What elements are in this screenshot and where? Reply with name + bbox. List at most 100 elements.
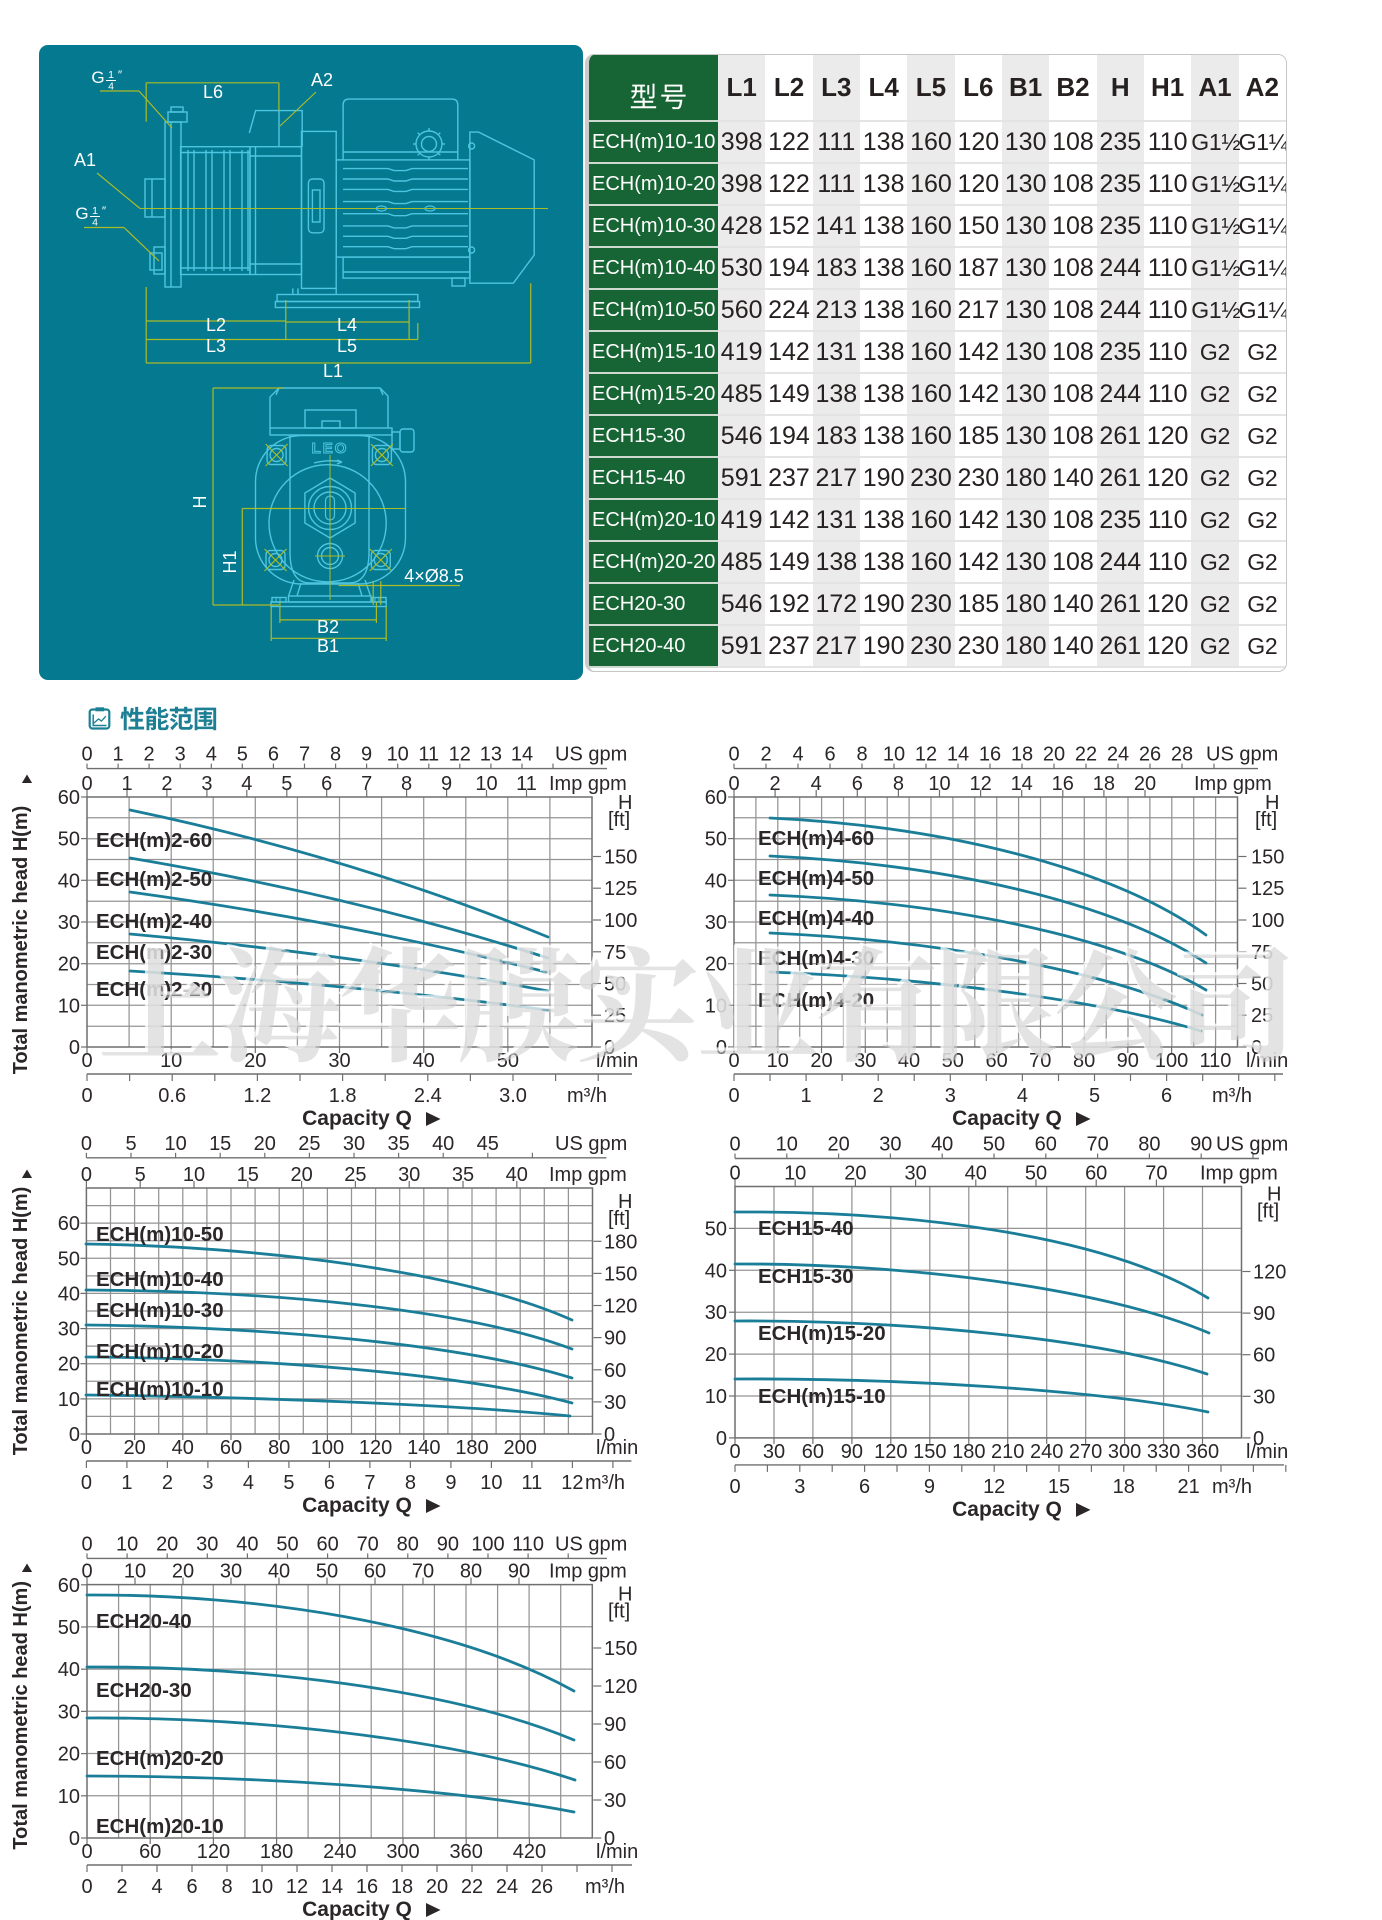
svg-text:US gpm: US gpm — [555, 1533, 627, 1555]
svg-text:A1: A1 — [74, 150, 96, 170]
svg-text:0: 0 — [728, 1085, 739, 1107]
svg-text:Imp gpm: Imp gpm — [549, 1164, 627, 1186]
svg-text:100: 100 — [1155, 1050, 1188, 1072]
svg-text:24: 24 — [1107, 744, 1129, 766]
svg-text:l/min: l/min — [596, 1437, 638, 1459]
svg-text:270: 270 — [1069, 1441, 1102, 1463]
svg-text:11: 11 — [418, 744, 439, 766]
svg-text:330: 330 — [1147, 1441, 1180, 1463]
svg-text:ECH(m)10-30: ECH(m)10-30 — [96, 1299, 224, 1322]
svg-text:60: 60 — [802, 1441, 824, 1463]
svg-text:90: 90 — [1253, 1303, 1275, 1325]
svg-text:30: 30 — [58, 1701, 80, 1723]
svg-text:30: 30 — [1253, 1386, 1275, 1408]
svg-text:30: 30 — [196, 1533, 218, 1555]
svg-text:6: 6 — [824, 744, 835, 766]
svg-text:40: 40 — [931, 1134, 953, 1156]
svg-text:40: 40 — [965, 1163, 987, 1185]
svg-text:H: H — [618, 792, 632, 814]
svg-text:[ft]: [ft] — [608, 1601, 630, 1623]
svg-text:30: 30 — [705, 912, 727, 934]
svg-text:30: 30 — [58, 1319, 80, 1341]
svg-text:3: 3 — [201, 773, 212, 795]
svg-text:0: 0 — [729, 1441, 740, 1463]
svg-text:50: 50 — [705, 1218, 727, 1240]
svg-text:L2: L2 — [206, 315, 226, 335]
svg-text:H: H — [1267, 1184, 1281, 1206]
svg-text:20: 20 — [1043, 744, 1065, 766]
svg-text:US gpm: US gpm — [555, 744, 627, 766]
svg-text:40: 40 — [58, 870, 80, 892]
svg-text:180: 180 — [952, 1441, 985, 1463]
svg-text:90: 90 — [1117, 1050, 1139, 1072]
svg-text:ECH(m)10-40: ECH(m)10-40 — [96, 1268, 224, 1291]
svg-text:7: 7 — [361, 773, 372, 795]
svg-text:30: 30 — [763, 1441, 785, 1463]
svg-text:125: 125 — [1251, 878, 1284, 900]
svg-text:110: 110 — [512, 1533, 544, 1555]
svg-text:10: 10 — [387, 744, 409, 766]
svg-text:3: 3 — [945, 1085, 956, 1107]
svg-text:12: 12 — [286, 1876, 308, 1898]
svg-text:30: 30 — [904, 1163, 926, 1185]
svg-text:H: H — [618, 1584, 632, 1606]
svg-text:90: 90 — [841, 1441, 863, 1463]
svg-text:150: 150 — [604, 847, 637, 869]
svg-text:0: 0 — [81, 773, 92, 795]
svg-text:70: 70 — [1145, 1163, 1167, 1185]
svg-text:12: 12 — [983, 1476, 1005, 1498]
svg-text:40: 40 — [236, 1533, 258, 1555]
svg-text:50: 50 — [58, 829, 80, 851]
svg-text:180: 180 — [455, 1437, 488, 1459]
svg-text:m³/h: m³/h — [567, 1085, 607, 1107]
svg-text:9: 9 — [361, 744, 372, 766]
svg-text:20: 20 — [123, 1437, 145, 1459]
svg-text:Total manometric head H(m): Total manometric head H(m) — [10, 1187, 32, 1456]
svg-text:0: 0 — [728, 1050, 739, 1072]
svg-text:90: 90 — [604, 1714, 626, 1736]
svg-text:ECH15-30: ECH15-30 — [758, 1265, 854, 1288]
svg-text:3: 3 — [175, 744, 186, 766]
svg-text:100: 100 — [604, 910, 637, 932]
svg-text:60: 60 — [604, 1360, 626, 1382]
svg-text:LEO: LEO — [312, 440, 349, 457]
svg-text:9: 9 — [441, 773, 452, 795]
svg-text:14: 14 — [947, 744, 969, 766]
svg-text:4×Ø8.5: 4×Ø8.5 — [404, 566, 464, 586]
svg-text:60: 60 — [1035, 1134, 1057, 1156]
svg-text:60: 60 — [58, 787, 80, 809]
svg-text:60: 60 — [139, 1841, 161, 1863]
svg-text:60: 60 — [1085, 1163, 1107, 1185]
svg-text:30: 30 — [604, 1392, 626, 1414]
svg-text:18: 18 — [1011, 744, 1033, 766]
svg-text:A2: A2 — [311, 70, 333, 90]
svg-text:14: 14 — [1011, 773, 1033, 795]
svg-text:9: 9 — [924, 1476, 935, 1498]
svg-text:ECH(m)10-50: ECH(m)10-50 — [96, 1223, 224, 1246]
svg-text:10: 10 — [160, 1050, 182, 1072]
svg-text:8: 8 — [221, 1876, 232, 1898]
svg-text:30: 30 — [328, 1050, 350, 1072]
svg-text:150: 150 — [1251, 847, 1284, 869]
svg-text:Capacity Q: Capacity Q — [302, 1898, 412, 1920]
svg-text:2: 2 — [760, 744, 771, 766]
svg-text:20: 20 — [290, 1164, 312, 1186]
svg-text:10: 10 — [767, 1050, 789, 1072]
svg-text:8: 8 — [405, 1472, 416, 1494]
svg-text:0: 0 — [728, 744, 739, 766]
svg-text:10: 10 — [251, 1876, 273, 1898]
svg-text:1: 1 — [108, 69, 114, 81]
svg-text:L3: L3 — [206, 336, 226, 356]
svg-text:240: 240 — [323, 1841, 356, 1863]
svg-text:G: G — [75, 204, 88, 223]
svg-text:35: 35 — [387, 1133, 409, 1155]
svg-text:100: 100 — [1251, 910, 1284, 932]
svg-text:40: 40 — [58, 1659, 80, 1681]
svg-text:4: 4 — [1017, 1085, 1028, 1107]
svg-text:0: 0 — [81, 1164, 92, 1186]
svg-text:18: 18 — [1093, 773, 1115, 795]
svg-text:0: 0 — [81, 1841, 92, 1863]
svg-text:40: 40 — [413, 1050, 435, 1072]
svg-text:l/min: l/min — [596, 1050, 638, 1072]
svg-text:4: 4 — [108, 81, 114, 93]
